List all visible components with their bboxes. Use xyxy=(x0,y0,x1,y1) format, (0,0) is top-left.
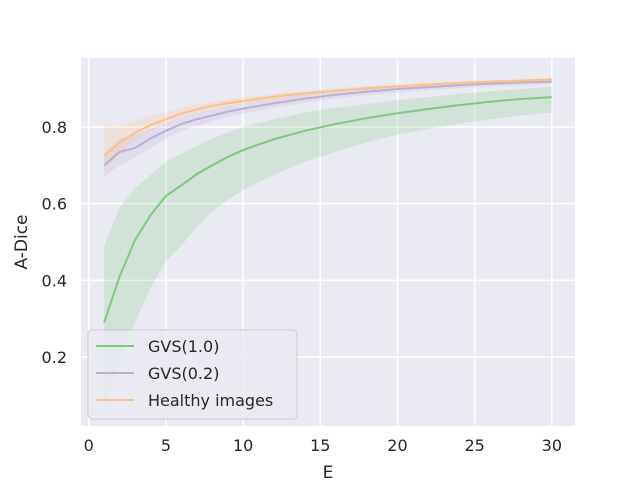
series-lines xyxy=(103,78,552,323)
x-tick-label: 0 xyxy=(84,436,94,455)
x-tick-label: 5 xyxy=(161,436,171,455)
y-axis-label: A-Dice xyxy=(12,214,32,269)
y-tick-label: 0.8 xyxy=(42,118,67,137)
x-tick-label: 25 xyxy=(464,436,484,455)
series-line xyxy=(103,96,552,323)
x-tick-label: 20 xyxy=(387,436,407,455)
confidence-band xyxy=(104,86,552,407)
x-axis-label: E xyxy=(323,463,334,480)
legend-label: GVS(1.0) xyxy=(148,337,219,356)
series-line xyxy=(103,80,552,167)
x-tick-label: 30 xyxy=(542,436,562,455)
y-tick-label: 0.6 xyxy=(42,195,67,214)
x-tick-labels: 0 5 10 15 20 25 30 xyxy=(84,436,562,455)
legend-label: Healthy images xyxy=(148,391,273,410)
x-tick-label: 15 xyxy=(310,436,330,455)
y-tick-labels: 0.2 0.4 0.6 0.8 xyxy=(42,118,67,367)
y-tick-label: 0.4 xyxy=(42,271,67,290)
x-tick-label: 10 xyxy=(233,436,253,455)
confidence-band xyxy=(104,79,552,177)
legend-label: GVS(0.2) xyxy=(148,364,219,383)
legend-items: GVS(1.0) GVS(0.2) Healthy images xyxy=(96,337,273,410)
series-line xyxy=(103,78,552,157)
y-tick-label: 0.2 xyxy=(42,348,67,367)
confidence-bands xyxy=(104,77,552,407)
legend: GVS(1.0) GVS(0.2) Healthy images xyxy=(87,329,298,420)
legend-box xyxy=(87,329,298,420)
